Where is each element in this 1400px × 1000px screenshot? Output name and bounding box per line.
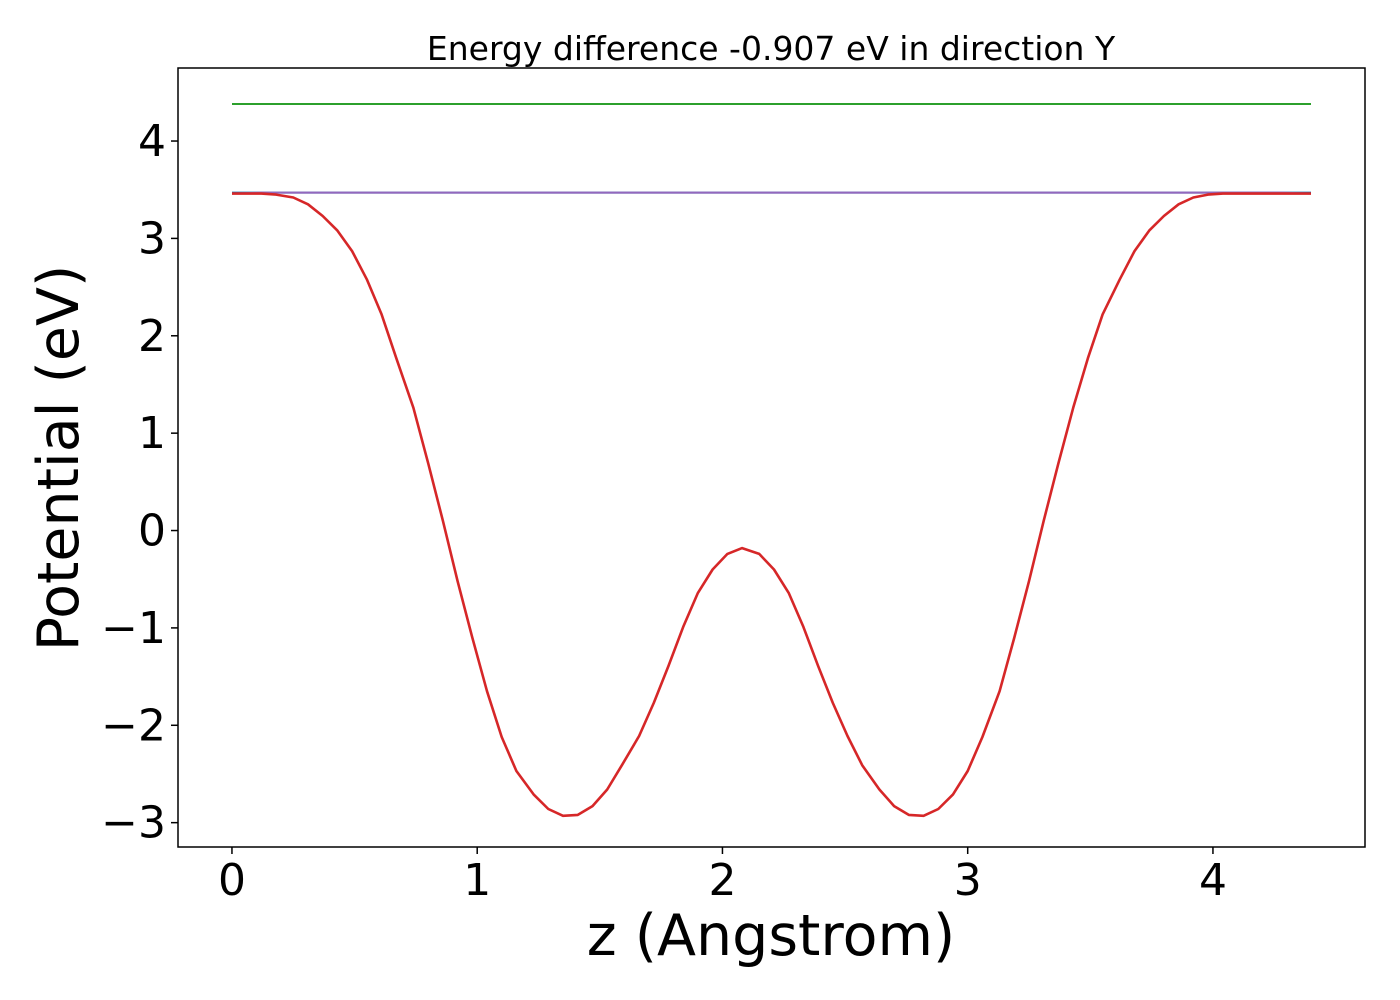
y-tick-label: −3 [101, 798, 166, 849]
y-tick-label: −2 [101, 700, 166, 751]
y-axis-ticks: −3 −2 −1 0 1 2 3 4 [101, 116, 178, 849]
x-axis-label: z (Angstrom) [587, 903, 955, 969]
chart-title: Energy difference -0.907 eV in direction… [427, 29, 1116, 68]
series-line-2 [231, 191, 1312, 195]
series-layer [231, 103, 1312, 818]
y-tick-label: −1 [101, 603, 166, 654]
x-tick-label: 3 [954, 855, 982, 906]
series-line-3 [232, 192, 1311, 818]
x-axis-ticks: 0 1 2 3 4 [218, 847, 1227, 906]
plot-frame [177, 67, 1366, 848]
x-tick-label: 2 [708, 855, 736, 906]
y-tick-label: 0 [138, 506, 166, 557]
y-tick-label: 4 [138, 116, 166, 167]
y-axis-label: Potential (eV) [26, 265, 92, 651]
x-tick-label: 1 [463, 855, 491, 906]
y-tick-label: 3 [138, 213, 166, 264]
y-tick-label: 2 [138, 311, 166, 362]
x-tick-label: 0 [218, 855, 246, 906]
y-tick-label: 1 [138, 408, 166, 459]
x-tick-label: 4 [1199, 855, 1227, 906]
